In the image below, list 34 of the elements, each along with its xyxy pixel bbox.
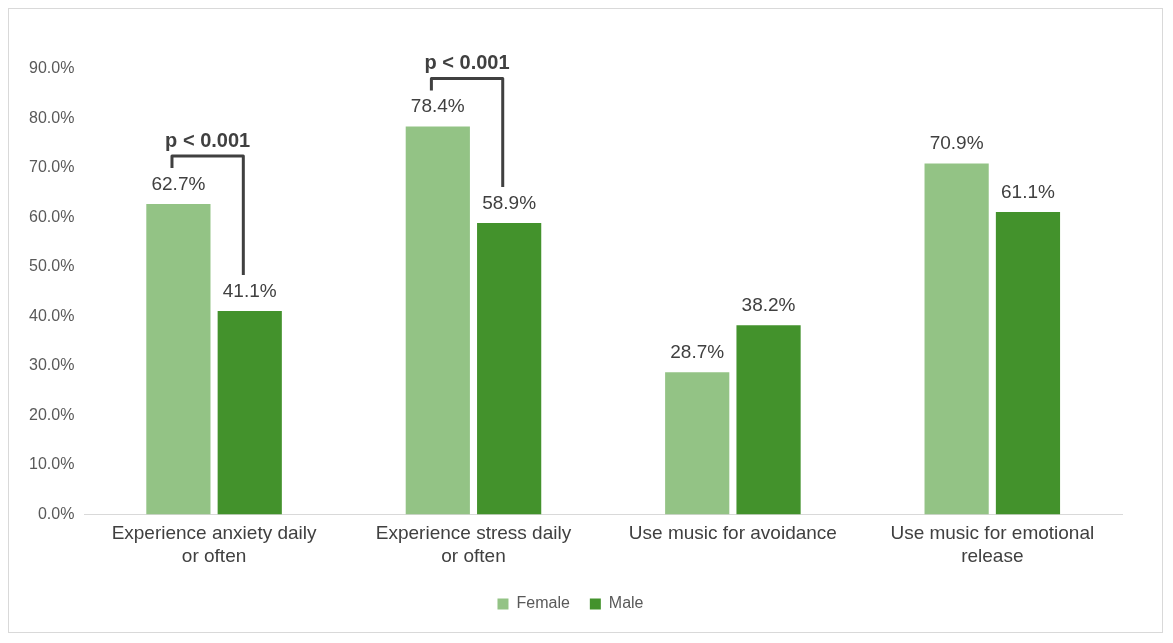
bar [217,311,282,515]
y-tick-label: 0.0% [37,504,75,522]
annotation: p < 0.001 [165,128,251,151]
bar [736,325,801,515]
x-tick-label: Experience anxiety daily or often [111,522,318,566]
x-tick-label: Use music for avoidance [628,522,837,544]
y-tick-label: 30.0% [28,356,75,374]
data-label: 78.4% [410,95,465,117]
legend-label: Female [516,594,570,612]
data-label: 61.1% [1001,180,1056,202]
data-label: 70.9% [929,132,984,154]
y-tick-label: 90.0% [28,59,75,77]
bar [995,212,1061,515]
data-label: 41.1% [222,279,277,301]
data-label: 62.7% [151,172,206,194]
bar [405,126,470,515]
y-tick-label: 50.0% [28,257,75,275]
data-label: 38.2% [741,294,796,316]
y-tick-label: 60.0% [28,207,75,225]
x-tick-label: Use music for emotional release [890,522,1095,566]
y-tick-label: 40.0% [28,306,75,324]
data-label: 28.7% [670,341,725,363]
y-tick-label: 20.0% [28,405,75,423]
y-tick-label: 10.0% [28,455,75,473]
y-tick-label: 70.0% [28,158,75,176]
annotation: p < 0.001 [424,50,510,73]
bar [665,372,730,515]
bar [477,222,542,515]
legend-label: Male [608,594,644,612]
x-tick-label: Experience stress daily or often [375,522,572,566]
bar [146,204,211,515]
data-label: 58.9% [482,191,537,213]
y-tick-label: 80.0% [28,108,75,126]
bar [924,163,989,515]
